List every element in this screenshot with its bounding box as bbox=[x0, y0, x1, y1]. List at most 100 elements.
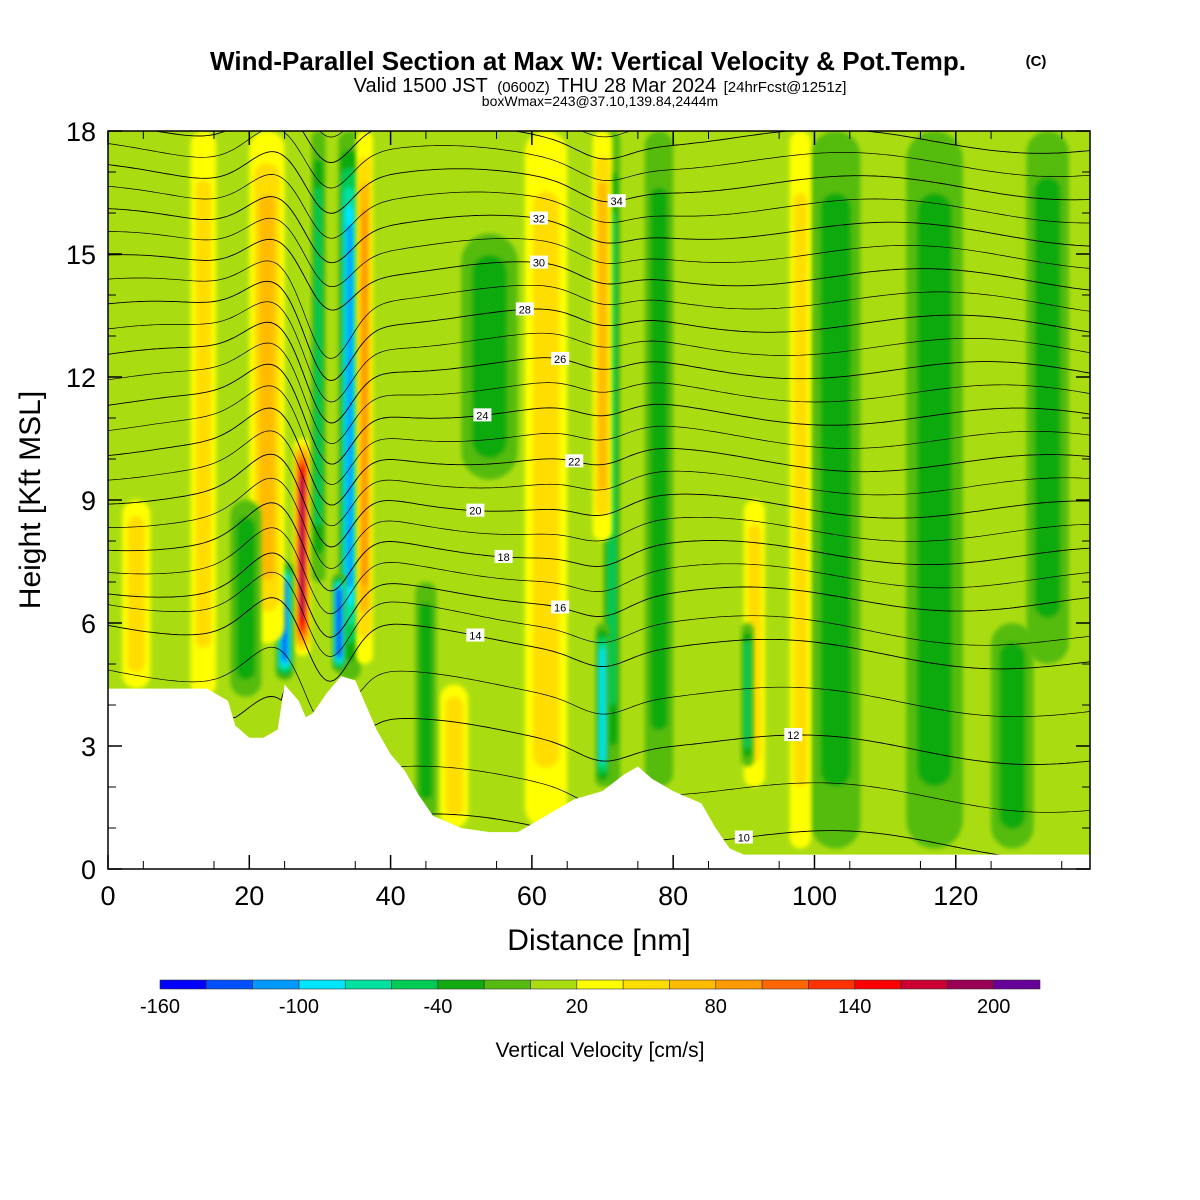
colorbar-tick-label: 80 bbox=[705, 996, 727, 1018]
colorbar-swatch bbox=[761, 979, 809, 990]
theta-contour bbox=[108, 363, 1090, 465]
contour-label-bg bbox=[515, 302, 534, 316]
contour-label: 28 bbox=[519, 304, 531, 316]
theta-contour bbox=[108, 502, 1090, 592]
x-tick-label: 100 bbox=[792, 881, 837, 911]
w-band bbox=[917, 193, 952, 787]
subtitle-utc: (0600Z) bbox=[497, 79, 550, 96]
colorbar-tick-label: -160 bbox=[140, 996, 180, 1018]
colorbar-swatch bbox=[900, 979, 948, 990]
y-axis-label: Height [Kft MSL] bbox=[14, 391, 47, 609]
theta-contour-minor bbox=[108, 301, 1090, 403]
w-band bbox=[999, 642, 1026, 829]
theta-contour-minor bbox=[108, 571, 1090, 658]
chart-subtitle-2: boxWmax=243@37.10,139.84,2444m bbox=[482, 93, 718, 109]
subtitle-date: THU 28 Mar 2024 bbox=[557, 75, 716, 97]
colorbar-swatch bbox=[576, 979, 624, 990]
colorbar-tick-label: -40 bbox=[423, 996, 452, 1018]
colorbar-tick-label: 140 bbox=[838, 996, 871, 1018]
contour-labels: 10 12 14 16 18 20 22 24 26 28 30 32 34 bbox=[466, 194, 803, 845]
theta-contour bbox=[108, 238, 1090, 311]
colorbar-swatch bbox=[622, 979, 670, 990]
colorbar-swatch bbox=[993, 979, 1041, 990]
colorbar-tick-label: 20 bbox=[566, 996, 588, 1018]
colorbar-swatch bbox=[669, 979, 717, 990]
colorbar-swatch bbox=[437, 979, 485, 990]
w-band bbox=[259, 195, 275, 580]
w-feature bbox=[592, 131, 613, 541]
colorbar-swatch bbox=[808, 979, 856, 990]
w-band bbox=[236, 517, 256, 680]
contour-label-bg bbox=[551, 351, 570, 365]
contour-label: 12 bbox=[787, 730, 799, 742]
y-tick-label: 18 bbox=[66, 117, 96, 147]
y-tick-label: 0 bbox=[81, 855, 96, 885]
y-tick-label: 15 bbox=[66, 240, 96, 270]
x-tick-label: 40 bbox=[376, 881, 406, 911]
theta-contour-minor bbox=[108, 131, 1090, 189]
y-tick-label: 9 bbox=[81, 486, 96, 516]
theta-contour-minor bbox=[108, 646, 1090, 718]
w-band bbox=[793, 193, 807, 787]
theta-contour-minor bbox=[108, 174, 1090, 239]
colorbar-swatch bbox=[854, 979, 902, 990]
w-band bbox=[300, 479, 304, 616]
theta-contour bbox=[108, 280, 1090, 381]
colorbar-swatch bbox=[206, 979, 253, 990]
colorbar-swatch bbox=[298, 979, 346, 990]
contour-label: 16 bbox=[554, 603, 566, 615]
w-band bbox=[127, 516, 145, 673]
contour-label: 32 bbox=[533, 214, 545, 226]
x-tick-label: 0 bbox=[100, 881, 115, 911]
w-band bbox=[419, 602, 433, 800]
colorbar: -160 -100 -40 20 80 140 200 bbox=[140, 979, 1041, 1018]
contour-label: 22 bbox=[568, 456, 580, 468]
colorbar-tick-label: 200 bbox=[977, 996, 1010, 1018]
y-tick-label: 6 bbox=[81, 609, 96, 639]
contour-label-bg bbox=[565, 454, 584, 468]
w-band bbox=[600, 649, 605, 761]
theta-contour bbox=[108, 552, 1090, 638]
theta-contour bbox=[108, 321, 1090, 424]
theta-contour bbox=[108, 151, 1090, 214]
w-feature bbox=[906, 131, 963, 849]
w-band bbox=[195, 179, 212, 648]
w-band bbox=[820, 193, 851, 787]
theta-contour-minor bbox=[319, 131, 631, 138]
w-band bbox=[744, 640, 751, 749]
theta-contour bbox=[108, 407, 1090, 506]
theta-contour-minor bbox=[108, 342, 1090, 445]
theta-contour bbox=[108, 196, 1090, 264]
theta-contour-minor bbox=[108, 430, 1090, 527]
contour-label-bg bbox=[529, 255, 548, 269]
contour-label: 20 bbox=[469, 506, 481, 518]
w-band bbox=[472, 254, 507, 459]
contour-label: 26 bbox=[554, 354, 566, 366]
contour-label-bg bbox=[784, 728, 803, 742]
w-band bbox=[1034, 177, 1061, 618]
w-band bbox=[337, 591, 341, 655]
w-feature bbox=[190, 131, 217, 697]
colorbar-swatch bbox=[715, 979, 763, 990]
contour-label: 10 bbox=[738, 833, 750, 845]
w-feature bbox=[789, 131, 811, 849]
w-feature bbox=[644, 131, 674, 787]
w-band bbox=[445, 696, 463, 816]
colorbar-swatch bbox=[483, 979, 531, 990]
contour-label: 34 bbox=[611, 196, 623, 208]
w-feature bbox=[991, 623, 1034, 849]
x-tick-label: 20 bbox=[234, 881, 264, 911]
chart-title: Wind-Parallel Section at Max W: Vertical… bbox=[210, 46, 966, 76]
colorbar-swatch bbox=[252, 979, 300, 990]
subtitle-fcst: [24hrFcst@1251z] bbox=[724, 79, 847, 96]
copyright-mark: (C) bbox=[1026, 53, 1047, 70]
w-band bbox=[598, 182, 607, 490]
colorbar-swatch bbox=[344, 979, 392, 990]
contour-label-bg bbox=[551, 600, 570, 614]
contour-label-bg bbox=[529, 211, 548, 225]
w-feature bbox=[741, 623, 754, 767]
w-feature bbox=[440, 684, 469, 828]
x-tick-label: 60 bbox=[517, 881, 547, 911]
